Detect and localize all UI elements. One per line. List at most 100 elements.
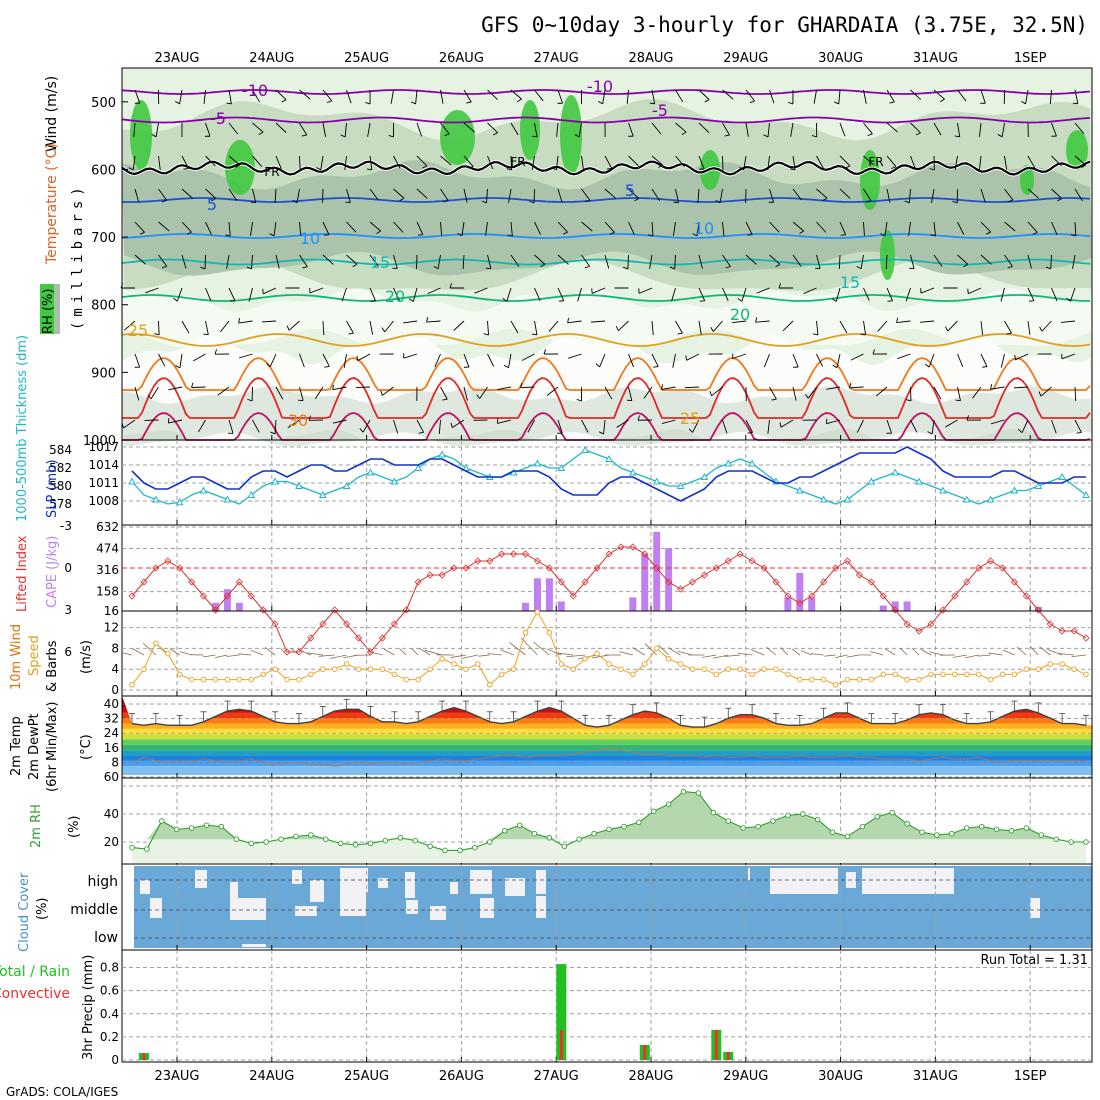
wind-marker — [379, 666, 386, 672]
wind-barb — [643, 386, 653, 399]
wind-marker — [331, 666, 338, 672]
wind-barb-10m — [509, 642, 526, 656]
wind-barb-flag — [584, 265, 590, 269]
cloud-block — [292, 870, 302, 884]
thickness-marker — [438, 450, 446, 458]
wind-barb — [463, 188, 468, 203]
wind-barb — [510, 320, 519, 334]
rh-tick-label: 20 — [104, 835, 119, 849]
wind-barb-flag — [359, 428, 364, 433]
wind-marker — [665, 656, 672, 662]
wind-barb-flag — [173, 297, 178, 302]
li-marker — [998, 564, 1007, 572]
rh-band-dry — [122, 288, 1092, 347]
wind-barb — [228, 89, 232, 104]
precip-label-2: Convective — [0, 986, 70, 1002]
thickness-tick-label: 584 — [49, 443, 72, 457]
precip-tick-label: 0.4 — [100, 1007, 119, 1021]
wind-barb — [124, 320, 136, 331]
wind-marker — [630, 671, 636, 678]
li-marker — [843, 557, 852, 565]
wind-barb-flag — [506, 168, 512, 171]
li-marker — [355, 634, 363, 642]
temperature-contour — [121, 294, 1091, 302]
cape-label-right: CAPE (J/kg) — [45, 536, 60, 608]
li-marker — [199, 592, 208, 600]
rh-marker — [785, 812, 791, 819]
rh-marker — [576, 836, 582, 842]
wind-barb — [510, 122, 519, 136]
wind-barb — [205, 320, 209, 335]
cloud-level-middle: middle — [70, 902, 118, 918]
wind-barb-flag — [673, 201, 679, 204]
wind-barb — [487, 89, 498, 100]
wind-barb — [722, 122, 730, 136]
rh-marker — [293, 833, 299, 840]
wind-barb-flag — [927, 431, 933, 435]
wind-barb-10m — [900, 648, 908, 656]
contour-label: -10 — [242, 81, 268, 100]
wind-barb-10m — [577, 654, 598, 660]
wind-barb — [763, 353, 770, 368]
wind-barb — [933, 386, 942, 400]
wind-barb-10m — [750, 649, 765, 656]
wind-barb — [638, 287, 653, 294]
wind-marker — [808, 676, 815, 683]
rh-marker — [263, 839, 269, 845]
wind-barb — [1049, 89, 1052, 104]
wind-barb — [686, 353, 700, 361]
temperature-contours — [120, 89, 1091, 441]
thickness-marker — [295, 481, 303, 489]
wind-barb — [134, 386, 140, 401]
wind-barb — [1004, 155, 1008, 170]
wind-barbs-10m — [121, 637, 1087, 660]
wind-barb-10m — [418, 647, 431, 656]
wind-marker — [415, 676, 421, 683]
wind-barb-10m — [202, 654, 216, 658]
wind-barb — [322, 89, 333, 102]
wind-barb-10m — [1058, 653, 1075, 656]
wind-barb — [745, 254, 757, 265]
wind-barb-flag — [457, 233, 463, 237]
wind-barb — [134, 188, 140, 203]
precip-total-bar — [556, 964, 567, 1060]
wind-barb — [908, 188, 911, 203]
wind-barb-10m — [911, 648, 920, 656]
rh-label: 2m RH — [29, 804, 44, 848]
thickness-marker — [414, 463, 423, 471]
wind-barb-flag — [1014, 354, 1016, 361]
cloud-block — [378, 878, 388, 888]
contour-label: FR — [264, 165, 279, 179]
rh-marker — [516, 822, 523, 828]
wind-barb — [275, 155, 282, 170]
wind-barb — [150, 386, 159, 400]
precip-convective-bar — [643, 1044, 647, 1060]
li-marker — [259, 606, 267, 614]
wind-barb — [463, 353, 470, 368]
wind-barb — [769, 254, 781, 265]
wind-barb-10m — [399, 648, 407, 656]
wind-barb-flag — [715, 199, 721, 204]
cloud-unit: (%) — [35, 898, 50, 921]
wind-barb-flag — [175, 101, 180, 105]
wind-barb-flag — [778, 283, 782, 289]
wind-barb — [672, 353, 676, 368]
li-marker — [593, 564, 601, 572]
wind-grid: 0 4 8 12 — [104, 611, 1092, 697]
rh-moist-cell — [1020, 165, 1034, 195]
wind-barb-flag — [709, 390, 713, 396]
temperature-contour — [121, 233, 1091, 239]
li-marker — [820, 578, 828, 586]
li-marker — [915, 627, 923, 635]
wind-marker — [689, 666, 696, 672]
rh-marker — [949, 830, 955, 837]
wind-barb — [651, 188, 661, 201]
wind-barb — [628, 353, 635, 368]
wind-barb — [1001, 122, 1005, 137]
thickness-marker — [652, 477, 661, 485]
wind-barb — [957, 254, 969, 265]
wind-barb-flag — [147, 394, 152, 400]
li-marker — [128, 592, 136, 600]
wind-barb-flag — [790, 168, 796, 171]
wind-marker — [212, 676, 219, 683]
